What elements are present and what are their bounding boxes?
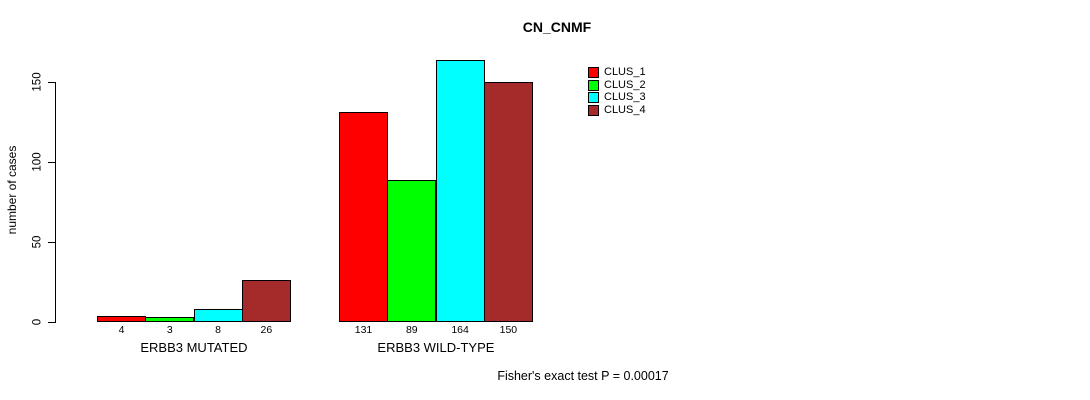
bar-value-label: 4 — [118, 323, 125, 336]
legend-label: CLUS_1 — [604, 65, 646, 78]
legend-label: CLUS_2 — [604, 78, 646, 91]
y-tick-label: 50 — [31, 235, 44, 249]
bar-value-label: 8 — [215, 323, 222, 336]
chart-title: CN_CNMF — [522, 19, 592, 35]
y-tick-mark — [48, 321, 55, 323]
bar-clus_2 — [387, 179, 437, 322]
y-tick-mark — [48, 241, 55, 243]
bar-value-label: 26 — [260, 323, 273, 336]
bar-value-label: 164 — [451, 323, 469, 336]
bar-clus_2 — [145, 317, 195, 322]
x-category-label: ERBB3 MUTATED — [140, 340, 248, 355]
legend-swatch-clus_2 — [588, 79, 599, 91]
y-axis-title: number of cases — [5, 145, 19, 235]
y-tick-label: 150 — [31, 72, 44, 92]
legend-label: CLUS_3 — [604, 91, 646, 104]
y-tick-mark — [48, 161, 55, 163]
legend-swatch-clus_1 — [588, 66, 599, 78]
bar-value-label: 131 — [354, 323, 373, 336]
bar-clus_1 — [339, 112, 388, 322]
legend-swatch-clus_4 — [588, 105, 599, 117]
bar-value-label: 3 — [166, 323, 173, 336]
legend-label: CLUS_4 — [604, 104, 646, 117]
legend-swatch-clus_3 — [588, 92, 599, 104]
legend: CLUS_1 CLUS_2 CLUS_3 CLUS_4 — [588, 66, 646, 117]
bar-clus_4 — [483, 82, 533, 322]
bar-value-label: 150 — [499, 323, 518, 336]
legend-item-clus_4: CLUS_4 — [588, 104, 646, 117]
annotation-fisher-test: Fisher's exact test P = 0.00017 — [497, 369, 669, 383]
legend-item-clus_3: CLUS_3 — [588, 92, 646, 105]
y-tick-label: 0 — [31, 318, 44, 326]
legend-item-clus_1: CLUS_1 — [588, 66, 646, 79]
bar-clus_4 — [241, 280, 291, 322]
y-tick-label: 100 — [31, 152, 44, 172]
x-category-label: ERBB3 WILD-TYPE — [377, 340, 495, 355]
bar-clus_1 — [97, 315, 146, 322]
legend-item-clus_2: CLUS_2 — [588, 79, 646, 92]
y-axis-line — [55, 82, 56, 323]
bar-clus_3 — [193, 309, 243, 322]
bar-value-label: 89 — [405, 323, 418, 336]
bar-clus_3 — [435, 59, 485, 322]
y-tick-mark — [48, 81, 55, 83]
